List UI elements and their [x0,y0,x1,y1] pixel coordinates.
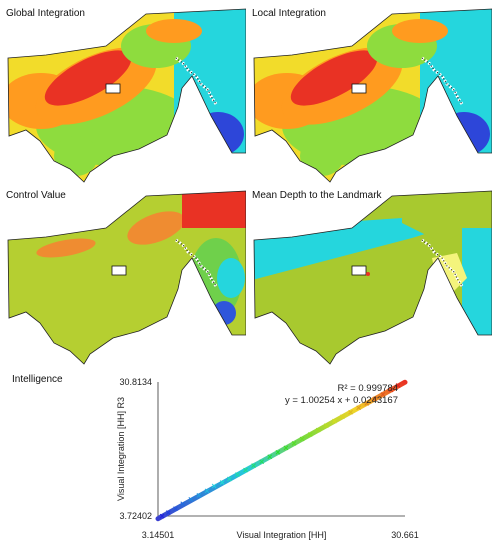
intelligence-scatter-chart: 3.72402 30.8134 3.14501 30.661 Visual Integr… [116,377,419,540]
scatter-point [388,387,394,393]
panel-title: Control Value [6,190,66,201]
scatter-point [196,492,202,498]
panel-global-integration: Global Integration [6,6,246,186]
coastline-detail [421,238,464,287]
scatter-point [283,445,289,451]
y-axis-label: Visual Integration [HH] R3 [116,397,126,501]
map-zone-red-ne [182,191,246,228]
map-outline [253,8,492,183]
landmark-marker [105,83,121,94]
scatter-point [356,405,362,411]
coastline-detail [421,56,464,105]
panel-control-value: Control Value [6,188,246,366]
scatter-point [235,472,240,477]
global-integration-map [7,8,246,183]
y-tick-label: 30.8134 [119,377,152,387]
panel-title: Mean Depth to the Landmark [252,190,382,201]
scatter-point [299,436,305,442]
coastline-detail [175,238,218,287]
scatter-point [166,510,171,516]
map-zone-blue-south [192,112,244,156]
panel-title: Local Integration [252,8,326,19]
map-zone-orange [127,211,185,245]
landmark-marker [351,83,367,94]
scatter-point [211,483,217,489]
scatter-point [180,501,186,507]
scatter-point [159,513,165,519]
landmark-marker [351,265,367,276]
chart-axes: 3.72402 30.8134 3.14501 30.661 Visual Integr… [116,377,419,540]
panel-intelligence: Intelligence 3.72402 30.8134 3.14501 30.661… [0,370,498,550]
regression-equation: y = 1.00254 x + 0.0243167 [285,395,398,406]
x-axis-label: Visual Integration [HH] [237,530,327,540]
scatter-point [332,418,337,424]
map-zone-cyan-se [462,228,492,364]
map-zone-red-core [290,50,378,106]
map-zone-orange-upper [146,19,202,43]
landmark-marker [111,265,127,276]
local-integration-map [253,8,492,183]
scatter-point [204,488,210,494]
map-zone-cyan-east [217,258,245,298]
scatter-point [395,383,401,388]
scatter-point [380,392,386,397]
scatter-point [315,427,321,433]
y-tick-label: 3.72402 [119,511,152,521]
map-zone-blue-south [438,112,490,156]
coastline-detail [175,56,218,105]
x-tick-label: 30.661 [391,530,419,540]
scatter-point [372,396,378,402]
r-squared-label: R² = 0.999784 [338,383,398,394]
x-tick-label: 3.14501 [142,530,175,540]
panel-local-integration: Local Integration [252,6,492,186]
panel-mean-depth: Mean Depth to the Landmark [252,188,492,366]
scatter-point [324,423,329,428]
control-value-map [7,190,246,365]
scatter-point [243,467,248,473]
scatter-point [267,454,273,460]
scatter-point [259,459,265,465]
scatter-point [340,414,345,420]
scatter-point [275,449,281,455]
scatter-point [307,432,313,437]
mean-depth-map [253,190,492,365]
scatter-point [173,506,178,512]
map-outline [253,190,492,365]
map-zone-orange-upper [392,19,448,43]
chart-marks [155,379,408,522]
landmark-point [366,272,370,276]
scatter-point [188,496,194,502]
scatter-point [364,400,370,406]
scatter-point [291,441,297,446]
map-outline [7,190,246,365]
map-zone-green-south [300,136,344,176]
scatter-point [251,463,256,469]
map-zone-orange-w [36,238,96,258]
scatter-point [227,476,232,482]
map-outline [7,8,246,183]
scatter-point [219,480,225,485]
scatter-point [348,409,353,415]
panel-title: Global Integration [6,8,85,19]
map-zone-red-core [44,50,132,106]
map-zone-green-south [54,136,98,176]
chart-title: Intelligence [12,374,63,385]
